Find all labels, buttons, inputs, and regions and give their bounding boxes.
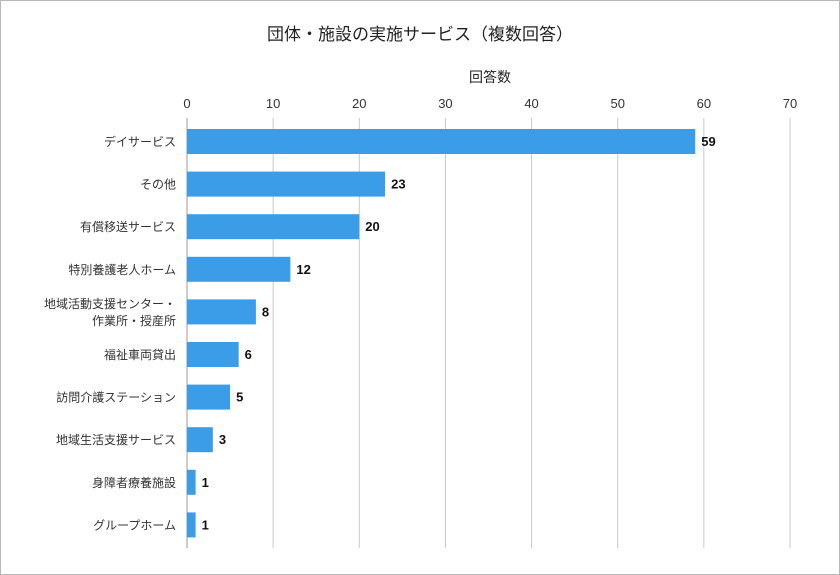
bar [187, 256, 291, 282]
data-label: 1 [202, 475, 209, 490]
bar [187, 129, 696, 154]
category-label: 福祉車両貸出 [104, 347, 176, 362]
bar [187, 469, 196, 495]
data-label: 20 [365, 219, 379, 234]
bar [187, 171, 386, 197]
data-label: 23 [391, 177, 405, 192]
category-label: 身障者療養施設 [92, 475, 176, 490]
category-label: 地域活動支援センター・作業所・授産所 [44, 297, 176, 328]
chart-title: 団体・施設の実施サービス（複数回答） [267, 25, 573, 45]
x-tick-label: 70 [783, 96, 797, 111]
x-tick-label: 0 [183, 96, 190, 111]
category-label: その他 [140, 178, 176, 192]
x-tick-label: 60 [697, 96, 711, 111]
category-label: 有償移送サービス [80, 219, 176, 234]
x-tick-label: 30 [438, 96, 452, 111]
bar [187, 384, 231, 410]
data-label: 8 [262, 304, 269, 319]
data-label: 12 [296, 262, 310, 277]
x-tick-label: 50 [610, 96, 624, 111]
data-label: 3 [219, 432, 226, 447]
category-label: 特別養護老人ホーム [68, 262, 176, 277]
bar [187, 427, 213, 453]
x-axis-title: 回答数 [469, 70, 511, 86]
bar [187, 342, 239, 367]
data-label: 1 [202, 517, 209, 532]
data-label: 59 [701, 134, 715, 149]
x-tick-label: 10 [266, 96, 280, 111]
category-labels: デイサービスその他有償移送サービス特別養護老人ホーム地域活動支援センター・作業所… [44, 134, 176, 532]
category-label: デイサービス [104, 134, 176, 149]
bar [187, 512, 196, 538]
category-label: 訪問介護ステーション [56, 390, 176, 405]
value-labels: 59 23 20 12 8 6 5 3 1 1 [202, 134, 716, 532]
x-tick-label: 20 [352, 96, 366, 111]
bar [187, 299, 256, 325]
x-axis-ticks: 0 10 20 30 40 50 60 70 [183, 96, 797, 111]
bars [187, 129, 696, 538]
data-label: 5 [236, 390, 243, 405]
category-label: グループホーム [93, 518, 176, 532]
data-label: 6 [245, 347, 252, 362]
bar [187, 214, 360, 240]
x-tick-label: 40 [524, 96, 538, 111]
category-label: 地域生活支援サービス [56, 433, 176, 447]
